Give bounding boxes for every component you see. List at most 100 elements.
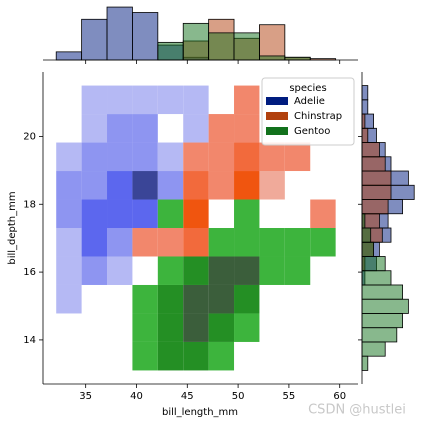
hist2d-cell [183,171,209,200]
hist2d-cell [259,256,285,285]
hist2d-cell [183,199,209,228]
marginal-x-bar [106,6,133,61]
hist2d-cell [132,341,158,371]
marginal-x-bar [182,22,210,61]
hist2d-cell [56,342,81,370]
x-tick-label: 35 [79,391,92,402]
marginal-x-bar [157,41,184,61]
hist2d-cell [285,285,310,313]
hist2d-cell [56,313,81,341]
hist2d-cell [209,200,234,228]
hist2d-cell [285,342,310,370]
hist2d-cell [234,228,260,257]
hist2d-cell [285,313,310,341]
marginal-y-bar [361,156,386,172]
hist2d-cell [209,200,234,228]
hist2d-cell [234,313,260,342]
hist2d-cell [82,285,107,313]
hist2d-cell [259,200,284,228]
hist2d-cell [132,85,158,115]
legend-label: Gentoo [294,126,330,137]
hist2d-cell [208,256,235,285]
hist2d-cell [107,256,133,285]
marginal-y-bar [361,213,366,229]
hist2d-cell [310,313,335,341]
hist2d-cell [183,142,209,172]
hist2d-cell [56,86,81,114]
hist2d-cell [107,313,132,341]
hist2d-cell [81,171,108,200]
marginal-y-bar [361,184,392,200]
hist2d-cell [183,256,209,285]
hist2d-cell [132,284,158,314]
hist2d-cell [310,256,335,284]
hist2d-cell [259,313,284,341]
hist2d-cell [132,199,158,228]
hist2d-cell [234,199,260,228]
hist2d-cell [310,342,335,370]
hist2d-cell [81,256,108,285]
marginal-y-bar [361,355,369,371]
hist2d-cell [56,86,81,114]
watermark: CSDN @hustlei [308,403,406,418]
marginal-y-bar [361,256,386,272]
hist2d-cell [183,313,209,342]
marginal-y-bar [361,170,392,186]
legend-swatch [266,97,288,105]
marginal-y-bar [361,113,366,129]
hist2d-cell [285,171,310,199]
hist2d-cell [310,256,335,284]
hist2d-cell [56,228,82,257]
legend-swatch [266,112,288,120]
hist2d-cell [234,85,260,115]
marginal-y-bar [361,142,380,158]
hist2d-cell [310,171,335,199]
hist2d-cell [285,171,310,199]
hist2d-cell [310,285,335,313]
hist2d-cell [310,313,335,341]
hist2d-cell [259,342,284,370]
marginal-y-bar [361,199,389,215]
marginal-x-bar [284,56,311,61]
hist2d-cell [132,256,157,284]
hist2d-cell [82,285,107,313]
hist2d-cell [259,342,284,370]
hist2d-cell [56,342,81,370]
hist2d-cell [310,171,335,199]
hist2d-cell [56,313,81,341]
hist2d-cell [107,285,132,313]
marginal-x-bar [55,51,83,61]
hist2d-cell [107,228,133,257]
hist2d-cell [208,114,235,143]
hist2d-cell [234,256,260,285]
hist2d-cell [82,342,107,370]
hist2d-cell [56,199,82,228]
hist2d-cell [208,341,235,371]
hist2d-cell [259,228,285,257]
hist2d-cell [285,313,310,341]
hist2d-cell [107,342,132,370]
hist2d-cell [82,285,107,313]
hist2d-cell [56,171,82,200]
marginal-y-bar [361,127,369,143]
hist2d-cell [81,142,108,172]
marginal-y-bar [361,270,392,286]
hist2d-cell [310,143,335,171]
hist2d-cell [285,171,310,199]
hist2d-cell [285,342,310,370]
hist2d-cell [285,313,310,341]
hist2d-cell [259,313,284,341]
hist2d-cell [158,114,183,142]
hist2d-cell [132,313,158,342]
hist2d-cell [107,313,132,341]
hist2d-cell [259,200,284,228]
hist2d-cell [259,285,284,313]
marginal-x-bar [132,12,159,61]
hist2d-cell [259,285,284,313]
marginal-x-bar [81,18,108,61]
hist2d-cell [158,114,183,142]
hist2d-cell [284,142,311,172]
hist2d-cell [157,171,184,200]
hist2d-cell [157,313,184,342]
hist2d-cell [285,342,310,370]
